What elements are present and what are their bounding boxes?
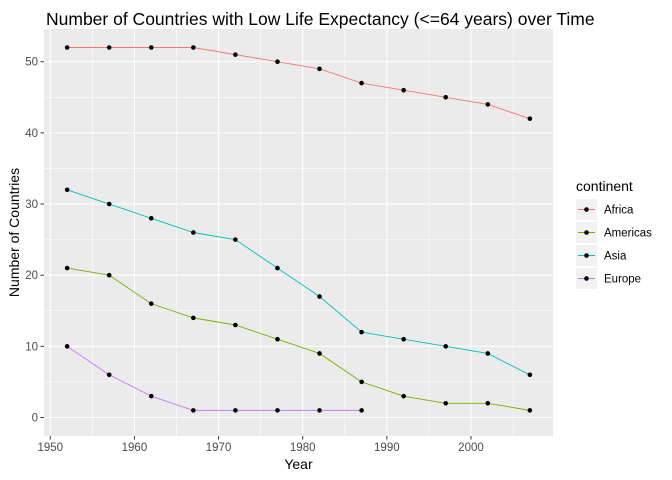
x-axis-title: Year [284, 456, 313, 472]
data-point-americas [233, 322, 238, 328]
x-tick-label: 1970 [206, 442, 232, 454]
series-line-asia [66, 189, 531, 376]
data-point-americas [317, 351, 322, 356]
data-point-africa [317, 66, 322, 72]
series-points [64, 45, 533, 413]
legend-label-africa: Africa [604, 205, 634, 217]
chart-title: Number of Countries with Low Life Expect… [46, 9, 595, 29]
data-point-americas [401, 393, 406, 399]
x-tick-label: 1980 [290, 442, 316, 454]
data-point-americas [527, 408, 533, 413]
data-point-asia [359, 329, 364, 335]
data-point-asia [148, 215, 154, 221]
data-point-asia [317, 294, 322, 299]
x-tick-label: 1960 [122, 442, 148, 454]
grid-major [44, 29, 553, 436]
legend-items: Africa Americas Asia Europe [576, 199, 652, 289]
legend-key-point-asia [584, 253, 589, 258]
x-tick-label: 2000 [458, 442, 484, 454]
data-point-asia [233, 237, 238, 242]
series-line-americas [67, 267, 530, 411]
y-tick-label: 50 [25, 57, 38, 69]
data-point-africa [191, 45, 196, 50]
data-point-europe [233, 408, 238, 413]
y-tick-label: 30 [25, 199, 38, 211]
data-point-europe [64, 344, 70, 349]
data-point-americas [443, 400, 449, 406]
data-point-africa [443, 95, 449, 100]
data-point-asia [64, 187, 70, 193]
y-tick-label: 0 [32, 413, 38, 425]
legend: continent Africa Americas Asia Europe [576, 178, 652, 289]
data-point-europe [106, 372, 112, 378]
grid-minor [44, 29, 553, 436]
data-point-americas [359, 379, 364, 385]
x-tick-label: 1990 [374, 442, 400, 454]
data-point-americas [485, 400, 491, 406]
data-point-africa [233, 52, 238, 57]
y-tick-label: 10 [25, 341, 38, 353]
data-point-americas [64, 265, 70, 271]
data-point-americas [148, 301, 154, 306]
series-lines [66, 47, 531, 411]
data-point-africa [106, 45, 112, 50]
legend-key-point-americas [584, 230, 589, 235]
plot-panel [44, 29, 553, 436]
data-point-asia [485, 351, 491, 356]
data-point-asia [106, 201, 112, 207]
series-line-africa [67, 47, 531, 120]
data-point-americas [275, 336, 280, 342]
data-point-africa [401, 87, 406, 93]
series-line-europe [66, 345, 362, 411]
data-point-americas [191, 315, 196, 321]
data-point-africa [64, 45, 70, 50]
legend-key-point-europe [584, 276, 589, 281]
data-point-asia [191, 230, 196, 235]
data-point-africa [359, 80, 364, 86]
data-point-europe [148, 393, 154, 399]
legend-label-asia: Asia [604, 251, 627, 263]
x-axis: 1950 1960 1970 1980 1990 2000 [38, 436, 484, 454]
data-point-africa [148, 45, 154, 50]
data-point-asia [275, 265, 280, 271]
data-point-americas [106, 272, 112, 278]
y-tick-label: 20 [25, 270, 38, 282]
y-axis-title: Number of Countries [6, 168, 22, 297]
y-tick-label: 40 [25, 128, 38, 140]
data-point-asia [401, 336, 406, 342]
data-point-europe [275, 408, 280, 413]
data-point-africa [485, 102, 491, 107]
data-point-europe [191, 408, 196, 413]
x-tick-label: 1950 [38, 442, 64, 454]
legend-title: continent [576, 178, 633, 194]
legend-label-europe: Europe [604, 274, 641, 286]
legend-label-americas: Americas [604, 228, 652, 240]
data-point-asia [527, 372, 533, 378]
data-point-asia [443, 344, 449, 349]
data-point-europe [359, 408, 364, 413]
legend-key-point-africa [584, 207, 589, 212]
data-point-africa [275, 59, 280, 65]
data-point-europe [317, 408, 322, 413]
data-point-africa [527, 116, 533, 121]
y-axis: 0 10 20 30 40 50 [25, 57, 44, 425]
